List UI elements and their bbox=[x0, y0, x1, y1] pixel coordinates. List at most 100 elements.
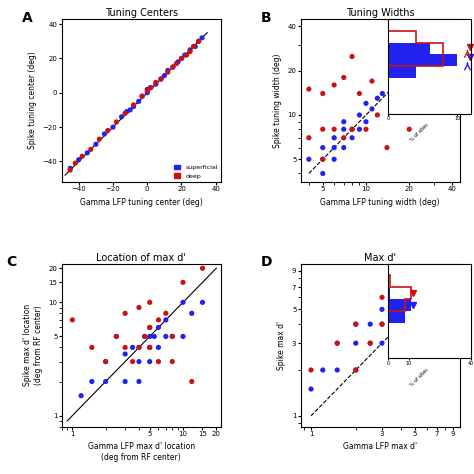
Point bbox=[83, 149, 91, 156]
Point bbox=[348, 134, 356, 142]
Point bbox=[368, 105, 376, 113]
Point bbox=[397, 306, 404, 313]
Point bbox=[155, 358, 162, 365]
Point bbox=[164, 68, 172, 76]
Point bbox=[135, 98, 143, 105]
Point bbox=[169, 63, 177, 71]
Point bbox=[141, 333, 148, 340]
Point bbox=[352, 366, 360, 374]
Point bbox=[118, 113, 125, 120]
Point bbox=[307, 366, 315, 374]
Point bbox=[442, 283, 449, 291]
Point bbox=[348, 126, 356, 133]
Point bbox=[178, 55, 185, 62]
Point bbox=[144, 89, 151, 97]
Point bbox=[135, 358, 143, 365]
Point bbox=[186, 48, 194, 55]
Point bbox=[378, 339, 386, 347]
Y-axis label: Spike max d': Spike max d' bbox=[277, 320, 286, 370]
Point bbox=[340, 73, 347, 81]
Point bbox=[135, 378, 143, 385]
Point bbox=[348, 126, 356, 133]
Point bbox=[78, 153, 86, 160]
Point bbox=[387, 100, 395, 107]
Point bbox=[352, 320, 360, 328]
Point bbox=[399, 81, 406, 89]
Point bbox=[340, 144, 347, 151]
Point bbox=[102, 358, 109, 365]
Point bbox=[199, 299, 206, 306]
Point bbox=[319, 144, 327, 151]
Point bbox=[150, 333, 158, 340]
X-axis label: Gamma LFP max d' location
(deg from RF center): Gamma LFP max d' location (deg from RF c… bbox=[88, 442, 195, 462]
Point bbox=[195, 37, 202, 45]
Point bbox=[146, 299, 154, 306]
Point bbox=[168, 333, 176, 340]
Point bbox=[411, 283, 419, 291]
Point bbox=[146, 324, 154, 331]
Point bbox=[162, 333, 170, 340]
Point bbox=[147, 84, 155, 91]
Point bbox=[100, 130, 108, 138]
Point bbox=[366, 339, 374, 347]
Point bbox=[190, 43, 197, 50]
Point bbox=[395, 50, 403, 58]
Point bbox=[330, 144, 338, 151]
Point bbox=[109, 123, 117, 131]
Point bbox=[362, 100, 370, 107]
Text: D: D bbox=[261, 255, 272, 269]
Y-axis label: Spike max d' location
(deg from RF center): Spike max d' location (deg from RF cente… bbox=[24, 304, 43, 386]
Point bbox=[397, 293, 404, 301]
Point bbox=[198, 34, 206, 42]
Point bbox=[330, 81, 338, 89]
Point bbox=[113, 118, 120, 126]
Point bbox=[340, 134, 347, 142]
Point bbox=[88, 378, 96, 385]
Text: B: B bbox=[261, 11, 271, 25]
Point bbox=[102, 378, 109, 385]
Point bbox=[305, 85, 313, 93]
Point bbox=[330, 126, 338, 133]
Point bbox=[138, 92, 146, 100]
Point bbox=[121, 378, 129, 385]
Point bbox=[423, 293, 430, 301]
Point bbox=[356, 126, 363, 133]
Point bbox=[121, 344, 129, 351]
Point bbox=[333, 339, 341, 347]
Point bbox=[75, 156, 82, 164]
Point bbox=[157, 75, 165, 83]
Point bbox=[146, 324, 154, 331]
Point bbox=[195, 37, 202, 45]
Point bbox=[178, 55, 185, 62]
Point bbox=[179, 299, 187, 306]
Point bbox=[356, 111, 363, 119]
Point bbox=[419, 31, 427, 39]
Point bbox=[152, 81, 160, 88]
Point bbox=[104, 127, 112, 134]
Point bbox=[397, 339, 404, 347]
Point bbox=[72, 159, 79, 167]
Point bbox=[129, 344, 137, 351]
Point bbox=[366, 339, 374, 347]
Point bbox=[405, 126, 413, 133]
Point bbox=[404, 306, 412, 313]
Point bbox=[362, 118, 370, 126]
Point bbox=[138, 92, 146, 100]
Point bbox=[92, 140, 100, 148]
Point bbox=[305, 155, 313, 163]
Point bbox=[146, 344, 154, 351]
Point bbox=[121, 109, 129, 117]
Point bbox=[433, 293, 440, 301]
Point bbox=[397, 339, 404, 347]
Point bbox=[305, 134, 313, 142]
Point bbox=[188, 378, 196, 385]
Point bbox=[161, 72, 168, 79]
Point bbox=[147, 84, 155, 91]
Point bbox=[383, 144, 391, 151]
Point bbox=[388, 306, 396, 313]
Point bbox=[388, 320, 396, 328]
Point bbox=[330, 134, 338, 142]
Point bbox=[319, 155, 327, 163]
Point bbox=[307, 385, 315, 393]
Point bbox=[333, 366, 341, 374]
